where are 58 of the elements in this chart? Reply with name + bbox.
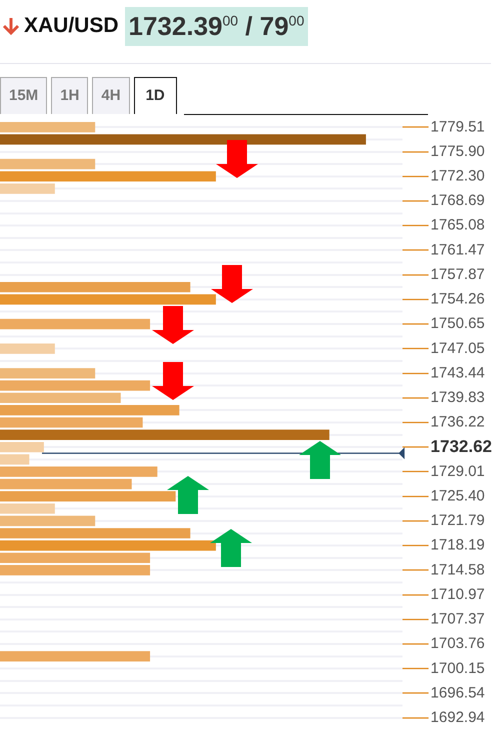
bar [0,134,366,145]
bar [0,158,96,170]
bar [0,184,55,194]
bar [0,552,150,564]
y-tick-label: 1750.65 [430,315,485,332]
bar [0,528,190,538]
bar [0,380,150,391]
y-tick-label: 1757.87 [430,266,485,283]
y-tick-label: 1692.94 [430,708,485,726]
y-tick-label: 1707.37 [430,610,485,628]
text: 15M [0,77,48,114]
bar [0,318,150,330]
bar [0,392,121,404]
bar [0,478,132,490]
y-tick-label: 1761.47 [430,241,485,258]
y-tick-label: 1772.30 [430,168,485,185]
y-tick-label: 1779.51 [430,118,485,136]
y-tick-label: 1700.15 [430,660,485,677]
text: 1D [134,77,177,114]
text: 4H [92,77,130,114]
y-tick-label: 1725.40 [430,487,485,504]
bar [0,405,180,416]
text: 1H [51,77,88,114]
bar [0,651,150,662]
chart-subtitle: 1732.39$^{00}$ / 79$^{00}$ [124,6,308,46]
y-tick-label: 1721.79 [430,512,485,530]
bar [0,442,44,452]
bar [0,454,30,465]
bar [0,430,330,440]
y-tick-label: 1743.44 [430,364,485,382]
bar [0,171,216,182]
y-tick-label: 1754.26 [430,290,485,308]
bar [0,565,150,576]
y-tick-label: 1732.62 [430,436,492,456]
bar [0,294,216,305]
y-tick-label: 1736.22 [430,414,485,431]
chart-title: XAU/USD [24,14,119,38]
bar [0,491,176,502]
y-tick-label: 1739.83 [430,389,485,406]
bar [0,417,143,428]
y-tick-label: 1768.69 [430,192,485,210]
bar [0,282,190,292]
bar [0,368,96,378]
y-tick-label: 1775.90 [430,142,485,160]
y-tick-label: 1729.01 [430,462,485,480]
bar [0,343,55,354]
y-tick-label: 1765.08 [430,216,485,234]
bar [0,122,96,132]
y-tick-label: 1747.05 [430,340,485,357]
bar [0,503,55,514]
y-tick-label: 1718.19 [430,536,485,554]
bar [0,466,158,477]
y-tick-label: 1710.97 [430,586,485,603]
bar [0,540,216,551]
y-tick-label: 1714.58 [430,561,485,578]
y-tick-label: 1696.54 [430,684,485,702]
bar [0,516,96,526]
y-tick-label: 1703.76 [430,635,485,652]
